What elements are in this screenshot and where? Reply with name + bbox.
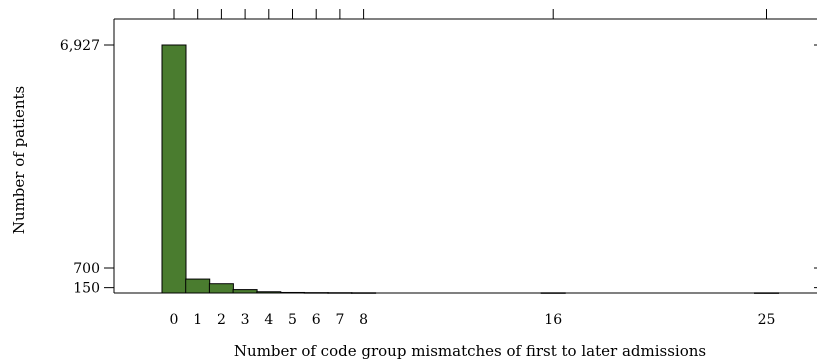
y-tick-label-150: 150	[73, 281, 100, 297]
bar-3	[232, 289, 258, 294]
bar-7	[327, 292, 353, 294]
y-axis-label: Number of patients	[10, 86, 28, 234]
bar-1	[185, 278, 211, 294]
x-tick-label-0: 0	[170, 312, 179, 328]
bar-2	[208, 283, 234, 294]
bar-6	[303, 292, 329, 294]
bar-25	[754, 292, 779, 294]
x-tick-label-6: 6	[312, 312, 321, 328]
bar-0	[161, 44, 187, 294]
y-tick-label-6927: 6,927	[60, 38, 100, 54]
x-tick-label-16: 16	[544, 312, 562, 328]
bar-16	[540, 292, 566, 294]
x-tick-label-2: 2	[217, 312, 226, 328]
bar-4	[256, 291, 282, 294]
x-axis-label: Number of code group mismatches of first…	[234, 342, 706, 360]
x-tick-label-3: 3	[241, 312, 250, 328]
y-tick-label-700: 700	[73, 261, 100, 277]
x-tick-label-25: 25	[758, 312, 776, 328]
bar-8	[351, 292, 377, 294]
x-tick-label-1: 1	[193, 312, 202, 328]
x-tick-label-4: 4	[264, 312, 273, 328]
x-ticks-group: 0 1 2 3 4 5 6 7 8 16 25	[170, 9, 776, 328]
x-tick-label-8: 8	[359, 312, 368, 328]
y-ticks-group: 6,927 700 150	[60, 38, 817, 297]
bar-5	[280, 291, 305, 294]
x-tick-label-5: 5	[288, 312, 297, 328]
bars-group	[161, 44, 779, 294]
x-tick-label-7: 7	[335, 312, 344, 328]
plot-frame	[113, 18, 817, 294]
